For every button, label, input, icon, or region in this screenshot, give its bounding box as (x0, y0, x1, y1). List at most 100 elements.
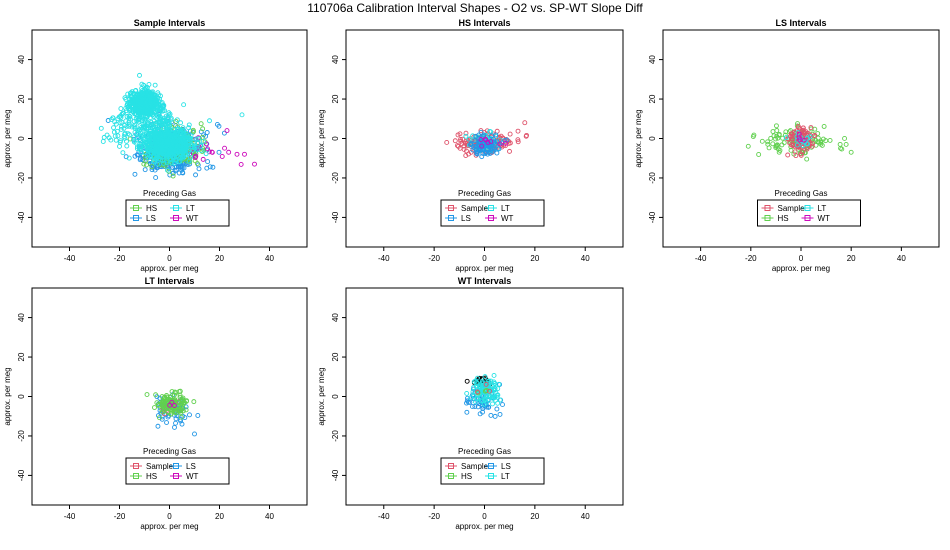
data-point (207, 164, 213, 170)
data-point (478, 398, 484, 404)
data-point (195, 413, 201, 418)
legend-box (125, 457, 230, 485)
y-tick-label: 0 (17, 136, 26, 141)
data-point (141, 94, 147, 100)
data-point (495, 386, 501, 392)
data-point (193, 172, 199, 178)
data-point (126, 106, 132, 112)
data-point (776, 132, 782, 138)
data-point (191, 143, 197, 149)
data-point (796, 131, 802, 137)
data-point (162, 394, 167, 400)
data-point (148, 130, 154, 136)
data-point (146, 112, 152, 118)
x-tick-label: -20 (428, 254, 440, 263)
data-point (783, 135, 789, 141)
data-point (157, 415, 162, 421)
data-point (488, 412, 494, 418)
data-point (507, 148, 512, 154)
data-point (152, 92, 158, 98)
data-point (770, 129, 776, 134)
y-tick-label: -20 (17, 172, 26, 184)
data-point (154, 400, 160, 406)
data-point (171, 392, 177, 398)
data-point (154, 127, 160, 133)
data-point (807, 141, 813, 147)
data-point (804, 141, 810, 146)
data-point (157, 153, 163, 159)
data-point (474, 384, 480, 390)
x-tick-label: -40 (64, 512, 76, 521)
data-point (166, 138, 172, 144)
data-point (122, 95, 128, 101)
x-tick-label: -20 (745, 254, 757, 263)
data-point (800, 149, 806, 155)
data-point (165, 124, 170, 130)
data-point (130, 109, 136, 115)
data-point (495, 400, 501, 406)
x-tick-label: 40 (265, 254, 274, 263)
data-point (480, 146, 486, 152)
data-point (168, 134, 174, 140)
data-point (494, 150, 500, 156)
data-point (464, 378, 470, 384)
data-point (474, 395, 480, 401)
data-point (466, 136, 472, 142)
data-point (170, 173, 176, 179)
data-point (759, 138, 765, 144)
data-point (216, 123, 222, 129)
legend-label-sample: Sample (461, 462, 489, 471)
data-point (765, 139, 771, 145)
data-point (488, 133, 494, 139)
x-tick-label: 40 (581, 254, 590, 263)
x-tick-label: 0 (482, 512, 487, 521)
y-tick-label: 20 (331, 94, 340, 103)
data-point (191, 140, 197, 145)
x-tick-label: 40 (897, 254, 906, 263)
data-point (490, 394, 496, 400)
data-point (167, 402, 173, 408)
data-point (167, 150, 173, 156)
data-point (177, 159, 183, 164)
y-tick-label: 40 (17, 313, 26, 322)
data-point (470, 133, 476, 139)
data-point (142, 150, 148, 155)
data-point (523, 133, 529, 139)
data-point (804, 146, 810, 152)
data-point (123, 105, 129, 111)
x-tick-label: -40 (64, 254, 76, 263)
x-tick-label: 0 (167, 254, 172, 263)
data-point (496, 146, 502, 152)
data-point (481, 132, 487, 138)
data-point (470, 147, 476, 153)
data-point (185, 149, 191, 155)
data-point (464, 409, 470, 415)
data-point (154, 97, 160, 103)
data-point (135, 105, 141, 111)
legend-marker-wt (488, 215, 494, 221)
data-point (483, 136, 488, 142)
legend-title: Preceding Gas (775, 189, 828, 198)
data-point (122, 130, 128, 136)
y-tick-label: 40 (331, 313, 340, 322)
data-point (150, 147, 156, 153)
data-point (468, 141, 474, 147)
legend-label-hs: HS (146, 472, 157, 481)
x-tick-label: -20 (428, 512, 440, 521)
data-point (137, 116, 142, 122)
data-point (126, 119, 132, 125)
data-point (219, 154, 225, 159)
data-point (795, 121, 800, 127)
legend-label-lt: LT (186, 204, 195, 213)
data-point (178, 414, 184, 420)
data-point (773, 123, 779, 129)
data-point (479, 143, 485, 149)
data-point (494, 406, 500, 412)
x-axis-label: approx. per meg (772, 264, 830, 273)
data-point (152, 154, 157, 160)
x-tick-label: 40 (581, 512, 590, 521)
data-point (776, 149, 782, 155)
data-point (458, 138, 464, 144)
data-point (494, 392, 500, 398)
legend-box (125, 199, 230, 227)
